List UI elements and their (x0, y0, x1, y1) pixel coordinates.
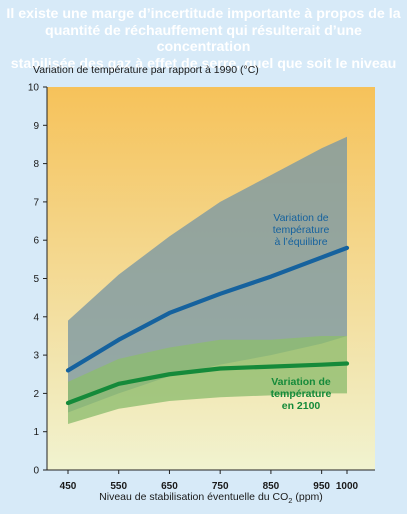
chart-title: Il existe une marge d’incertitude import… (0, 6, 407, 72)
y-tick-label: 6 (33, 236, 39, 247)
x-axis-label-subscript: 2 (288, 496, 292, 505)
series-label-line: Variation de (271, 376, 331, 388)
series-label-line: température (273, 224, 330, 236)
series-label-line: en 2100 (282, 400, 321, 412)
series-label-line: à l’équilibre (274, 236, 327, 248)
x-axis-label-main: Niveau de stabilisation éventuelle du CO (99, 491, 288, 503)
equilibrium-series-line (65, 245, 350, 373)
y-tick-label: 10 (28, 83, 40, 94)
x-tick-label: 750 (212, 481, 229, 492)
y-tick-label: 2 (33, 389, 39, 400)
y-tick-label: 8 (33, 159, 39, 170)
y-tick-label: 9 (33, 121, 39, 132)
y2100-series-line (65, 361, 350, 406)
x-tick-label: 950 (313, 481, 330, 492)
x-tick-label: 850 (263, 481, 280, 492)
chart-title-line: stabilisée des gaz à effet de serre, que… (10, 55, 397, 72)
series-label-line: Variation de (273, 212, 328, 224)
x-axis-label: Niveau de stabilisation éventuelle du CO… (99, 491, 323, 505)
y-tick-label: 4 (33, 312, 39, 323)
x-tick-label: 650 (161, 481, 178, 492)
y-tick-label: 7 (33, 197, 39, 208)
chart-title-line: Il existe une marge d’incertitude import… (6, 6, 401, 22)
y2100-uncertainty-band (68, 335, 347, 425)
chart-title-line: quantité de réchauffement qui résulterai… (45, 22, 362, 56)
y-axis-label: Variation de température par rapport à 1… (33, 64, 259, 76)
y-tick-label: 0 (33, 466, 39, 477)
y-tick-label: 5 (33, 274, 39, 285)
x-tick-label: 550 (110, 481, 127, 492)
x-axis-label-suffix: (ppm) (292, 491, 322, 503)
series-label-line: température (271, 388, 332, 400)
y-tick-label: 3 (33, 351, 39, 362)
y-tick-label: 1 (33, 427, 39, 438)
x-tick-label: 1000 (336, 481, 359, 492)
x-tick-label: 450 (60, 481, 77, 492)
